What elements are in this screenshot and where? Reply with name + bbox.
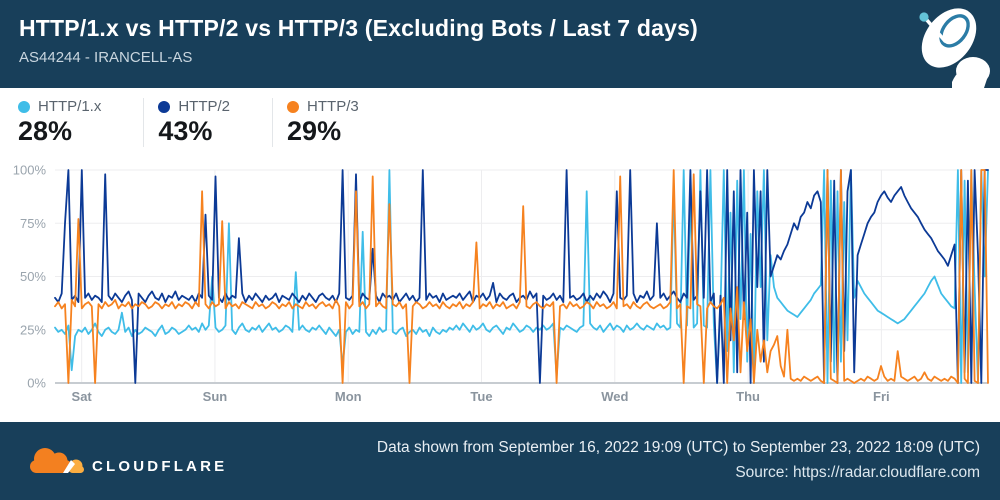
footer-text: Data shown from September 16, 2022 19:09… <box>377 436 980 486</box>
header: HTTP/1.x vs HTTP/2 vs HTTP/3 (Excluding … <box>0 0 1000 88</box>
legend-value: 28% <box>18 116 73 146</box>
svg-text:0%: 0% <box>27 376 46 391</box>
svg-text:Sat: Sat <box>72 389 93 404</box>
legend-label: HTTP/3 <box>307 98 359 115</box>
svg-text:Fri: Fri <box>873 389 890 404</box>
footer: CLOUDFLARE Data shown from September 16,… <box>0 422 1000 500</box>
legend-label: HTTP/2 <box>178 98 231 115</box>
asn-subtitle: AS44244 - IRANCELL-AS <box>19 49 193 66</box>
legend-dot <box>158 100 171 113</box>
svg-text:Tue: Tue <box>470 389 492 404</box>
legend-dot <box>18 100 30 113</box>
svg-text:100%: 100% <box>13 163 47 178</box>
legend-value: 43% <box>158 116 213 146</box>
chart-legend: HTTP/1.x 28% HTTP/2 43% HTTP/3 29% <box>0 88 1000 155</box>
cloudflare-logo: CLOUDFLARE <box>30 448 227 475</box>
legend-item-http1[interactable]: HTTP/1.x 28% <box>18 98 129 147</box>
legend-dot <box>287 100 300 113</box>
radar-dish-icon <box>919 8 990 88</box>
svg-text:Thu: Thu <box>736 389 760 404</box>
date-range-text: Data shown from September 16, 2022 19:09… <box>376 439 980 457</box>
cloudflare-wordmark: CLOUDFLARE <box>92 458 227 475</box>
protocol-usage-chart: Sat Sun Mon Tue Wed Thu Fri 0% 25% 50% 75% 100% <box>13 163 989 404</box>
svg-text:50%: 50% <box>20 269 46 284</box>
legend-value: 29% <box>287 116 342 146</box>
legend-label: HTTP/1.x <box>38 98 102 115</box>
legend-item-http2[interactable]: HTTP/2 43% <box>143 98 258 147</box>
svg-text:Mon: Mon <box>335 389 362 404</box>
svg-text:Wed: Wed <box>601 389 628 404</box>
page-title: HTTP/1.x vs HTTP/2 vs HTTP/3 (Excluding … <box>19 15 698 41</box>
svg-text:25%: 25% <box>20 322 46 337</box>
chart-area: Sat Sun Mon Tue Wed Thu Fri 0% 25% 50% 75% 100% <box>0 155 1000 422</box>
svg-text:Sun: Sun <box>203 389 228 404</box>
svg-text:75%: 75% <box>20 216 46 231</box>
legend-item-http3[interactable]: HTTP/3 29% <box>272 98 387 147</box>
source-link[interactable]: Source: https://radar.cloudflare.com <box>735 464 980 481</box>
